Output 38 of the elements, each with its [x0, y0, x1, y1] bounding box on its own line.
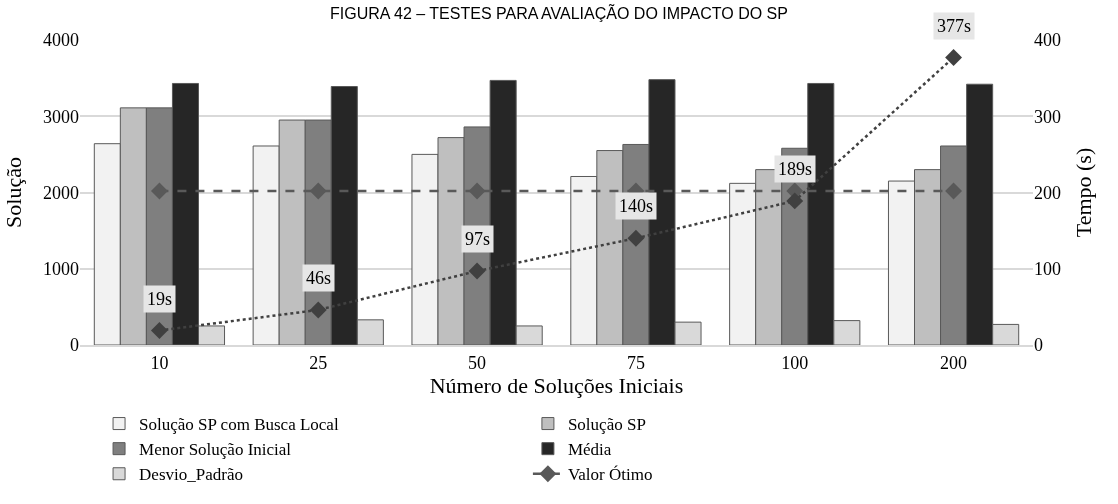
- legend-label: Desvio_Padrão: [139, 465, 243, 485]
- data-label: 140s: [619, 196, 654, 216]
- x-tick-label: 25: [309, 352, 328, 373]
- legend-label: Solução SP com Busca Local: [139, 415, 339, 435]
- legend-label: Média: [567, 440, 612, 460]
- x-axis-title: Número de Soluções Iniciais: [429, 372, 684, 398]
- point: [150, 322, 168, 339]
- point: [786, 192, 804, 210]
- point: [468, 262, 486, 280]
- y2-tick-label: 300: [1034, 106, 1061, 127]
- x-tick-label: 100: [781, 352, 809, 373]
- y2-tick-label: 0: [1034, 335, 1043, 356]
- y-tick-label: 1000: [43, 259, 79, 280]
- data-label: 189s: [778, 159, 813, 179]
- point: [945, 49, 963, 66]
- data-label: 377s: [937, 16, 972, 36]
- chart-title: FIGURA 42 – TESTES PARA AVALIAÇÃO DO IMPACTO DO SP: [330, 2, 788, 22]
- x-tick-label: 10: [150, 352, 169, 373]
- y-axis-title: Solução: [0, 157, 26, 228]
- data-label: 97s: [465, 229, 491, 249]
- x-tick-label: 200: [940, 352, 968, 373]
- y2-tick-label: 400: [1034, 30, 1061, 51]
- y2-tick-label: 200: [1034, 182, 1061, 203]
- legend-label: Menor Solução Inicial: [139, 440, 292, 460]
- legend-label: Solução SP: [567, 415, 646, 435]
- y2-axis-title: Tempo (s): [1070, 147, 1096, 238]
- x-tick-label: 75: [626, 352, 645, 373]
- point: [309, 301, 327, 319]
- x-tick-label: 50: [468, 352, 487, 373]
- y-tick-label: 3000: [43, 106, 79, 127]
- y-tick-label: 2000: [43, 182, 79, 203]
- data-label: 19s: [147, 289, 173, 309]
- y-tick-label: 0: [70, 335, 79, 356]
- legend-label: Valor Ótimo: [567, 465, 653, 485]
- point: [627, 229, 645, 247]
- y-tick-label: 4000: [43, 30, 79, 51]
- y2-tick-label: 100: [1034, 259, 1061, 280]
- data-label: 46s: [306, 268, 332, 288]
